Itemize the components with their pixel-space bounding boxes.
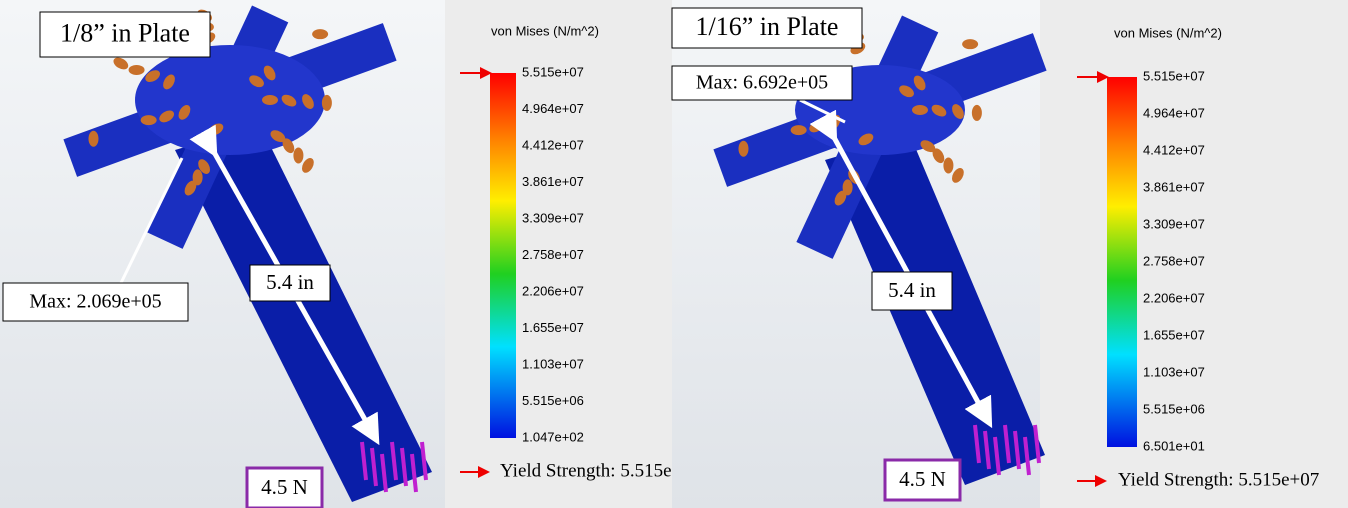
fixture-marker bbox=[141, 115, 157, 125]
legend-tick-label: 3.309e+07 bbox=[1143, 216, 1205, 231]
legend-tick-label: 1.655e+07 bbox=[1143, 327, 1205, 342]
fixture-marker bbox=[293, 147, 303, 163]
fixture-marker bbox=[972, 105, 982, 121]
figure: 1/8” in Plate Max: 2.069e+05 5.4 in 4.5 N vo… bbox=[0, 0, 1348, 508]
fixture-marker bbox=[312, 29, 328, 39]
legend-tick-label: 2.758e+07 bbox=[522, 247, 584, 262]
panel: 1/8” in Plate Max: 2.069e+05 5.4 in 4.5 N vo… bbox=[0, 0, 701, 508]
legend-tick-label: 5.515e+07 bbox=[1143, 68, 1205, 83]
legend-tick-label: 5.515e+06 bbox=[1143, 401, 1205, 416]
legend-tick-label: 1.047e+02 bbox=[522, 429, 584, 444]
fixture-marker bbox=[322, 95, 332, 111]
legend-tick-label: 4.964e+07 bbox=[1143, 105, 1205, 120]
legend-tick-label: 4.412e+07 bbox=[522, 137, 584, 152]
legend-tick-label: 2.206e+07 bbox=[522, 283, 584, 298]
legend-tick-label: 4.412e+07 bbox=[1143, 142, 1205, 157]
plate-title: 1/8” in Plate bbox=[60, 18, 190, 47]
max-label: Max: 6.692e+05 bbox=[696, 72, 828, 94]
fixture-marker bbox=[943, 157, 953, 173]
fixture-marker bbox=[791, 125, 807, 135]
yield-strength: Yield Strength: 5.515e+07 bbox=[1118, 469, 1319, 490]
legend-tick-label: 5.515e+06 bbox=[522, 393, 584, 408]
plate-hub bbox=[135, 45, 325, 155]
colorbar bbox=[1107, 77, 1137, 447]
legend-tick-label: 6.501e+01 bbox=[1143, 438, 1205, 453]
fixture-marker bbox=[129, 65, 145, 75]
legend-tick-label: 2.758e+07 bbox=[1143, 253, 1205, 268]
fixture-marker bbox=[88, 131, 98, 147]
length-label: 5.4 in bbox=[888, 278, 936, 302]
force-label: 4.5 N bbox=[261, 475, 308, 499]
fixture-marker bbox=[262, 95, 278, 105]
length-label: 5.4 in bbox=[266, 270, 314, 294]
colorbar bbox=[490, 73, 516, 438]
page: 1/8” in Plate Max: 2.069e+05 5.4 in 4.5 N vo… bbox=[0, 0, 1348, 508]
legend-tick-label: 3.861e+07 bbox=[522, 174, 584, 189]
force-label: 4.5 N bbox=[899, 467, 946, 491]
legend-tick-label: 1.655e+07 bbox=[522, 320, 584, 335]
fixture-marker bbox=[912, 105, 928, 115]
yield-strength: Yield Strength: 5.515e+07 bbox=[500, 460, 701, 481]
legend-title: von Mises (N/m^2) bbox=[1114, 25, 1222, 40]
legend-tick-label: 5.515e+07 bbox=[522, 64, 584, 79]
legend-title: von Mises (N/m^2) bbox=[491, 23, 599, 38]
plate-title: 1/16” in Plate bbox=[696, 12, 839, 41]
legend-tick-label: 1.103e+07 bbox=[1143, 364, 1205, 379]
legend-tick-label: 4.964e+07 bbox=[522, 101, 584, 116]
legend-tick-label: 1.103e+07 bbox=[522, 356, 584, 371]
fixture-marker bbox=[738, 141, 748, 157]
fixture-marker bbox=[962, 39, 978, 49]
legend-tick-label: 3.309e+07 bbox=[522, 210, 584, 225]
legend-tick-label: 2.206e+07 bbox=[1143, 290, 1205, 305]
max-label: Max: 2.069e+05 bbox=[29, 291, 161, 313]
legend-tick-label: 3.861e+07 bbox=[1143, 179, 1205, 194]
panel: 1/16” in Plate Max: 6.692e+05 5.4 in 4.5 N v… bbox=[672, 0, 1348, 508]
